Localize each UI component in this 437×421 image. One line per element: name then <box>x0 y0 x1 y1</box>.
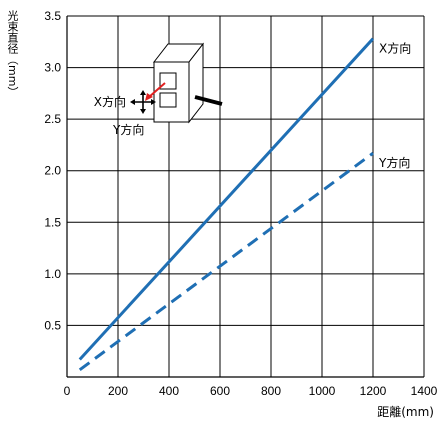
beam-arrow <box>148 82 166 98</box>
inset-y-label: Y方向 <box>112 122 144 137</box>
x-axis-label: 距離(mm) <box>377 405 434 419</box>
axes <box>66 16 424 378</box>
series-layer: X方向 Y方向 <box>78 37 411 371</box>
inset-x-label: X方向 <box>94 94 126 109</box>
y-axis-label: 光束直径（mm） <box>6 10 19 98</box>
series-line-x <box>78 37 375 361</box>
x-tick-label: 600 <box>210 384 230 398</box>
y-tick-labels: 0.5 1.0 1.5 2.0 2.5 3.0 3.5 <box>44 9 61 332</box>
y-tick-label: 2.5 <box>44 112 61 126</box>
y-tick-label: 3.5 <box>44 9 61 23</box>
x-tick-label: 800 <box>261 384 281 398</box>
x-tick-label: 1400 <box>411 384 437 398</box>
x-tick-label: 1200 <box>360 384 387 398</box>
series-label: X方向 <box>379 41 411 56</box>
x-tick-label: 0 <box>64 384 71 398</box>
series-line-y <box>78 151 374 371</box>
grid <box>67 15 425 377</box>
series-label: Y方向 <box>378 155 410 170</box>
sensor-cable <box>194 95 223 106</box>
beam-arrowhead <box>145 93 153 101</box>
sensor-body <box>152 42 205 124</box>
x-tick-label: 200 <box>108 384 128 398</box>
x-tick-label: 1000 <box>309 384 336 398</box>
y-tick-label: 2.0 <box>44 164 61 178</box>
x-tick-label: 400 <box>159 384 179 398</box>
y-tick-label: 1.5 <box>44 215 61 229</box>
y-tick-label: 0.5 <box>44 318 61 332</box>
sensor-illustration: X方向 Y方向 <box>94 42 223 137</box>
direction-arrows-icon <box>130 90 156 114</box>
y-tick-label: 3.0 <box>44 61 61 75</box>
y-tick-label: 1.0 <box>44 267 61 281</box>
x-tick-labels: 0 200 400 600 800 1000 1200 1400 <box>64 384 437 398</box>
